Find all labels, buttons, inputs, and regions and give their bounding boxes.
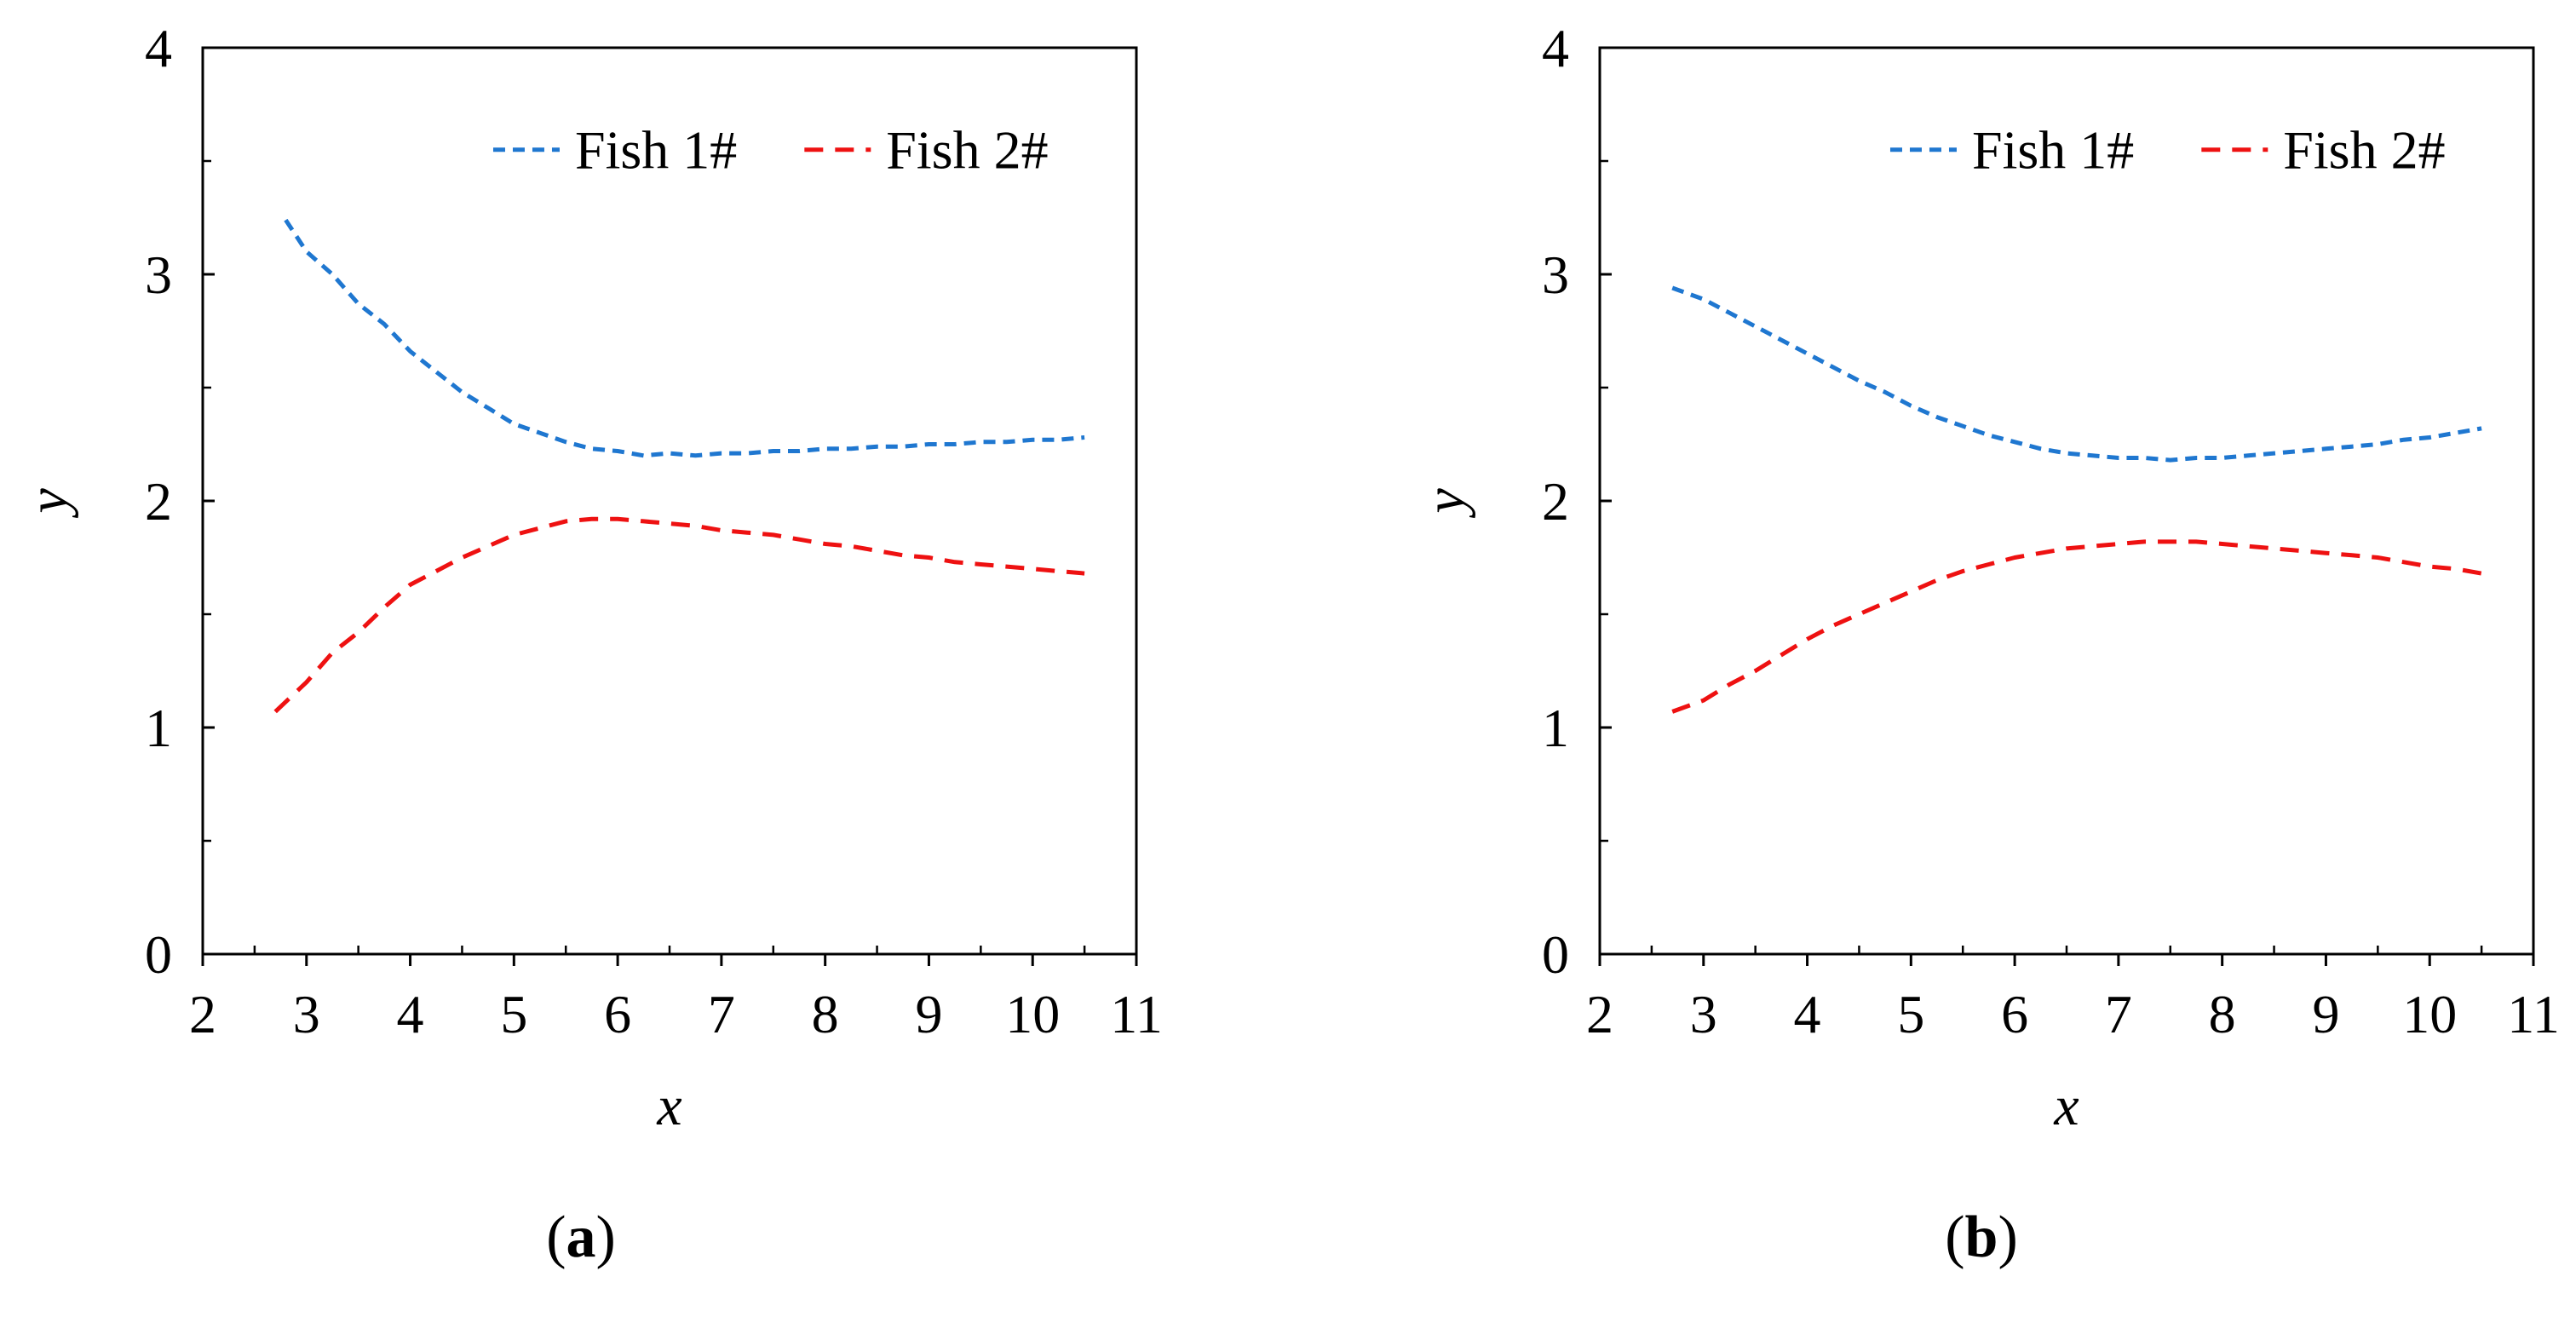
x-tick-label: 10 — [2402, 984, 2457, 1044]
x-tick-label: 5 — [500, 984, 527, 1044]
y-tick-label: 4 — [145, 18, 172, 78]
series-line-2 — [273, 516, 1085, 714]
panel-a: 2 3 4 5 6 7 8 9 10 11 0 1 2 3 4 x y Fish 1# Fish 2# (a) — [17, 18, 1163, 1270]
panel-a-caption: (a) — [546, 1205, 616, 1270]
y-axis-label: y — [1414, 488, 1476, 519]
legend-label-2: Fish 2# — [886, 120, 1048, 181]
x-tick-label: 8 — [2209, 984, 2236, 1044]
y-tick-label: 0 — [1542, 924, 1569, 985]
plot-frame — [1598, 46, 2535, 956]
legend-label-1: Fish 1# — [1972, 120, 2134, 181]
x-tick-label: 6 — [604, 984, 631, 1044]
panel-a-label: a — [566, 1205, 596, 1270]
x-tick-label: 3 — [293, 984, 320, 1044]
x-tick-label: 10 — [1005, 984, 1060, 1044]
x-tick-label: 2 — [189, 984, 216, 1044]
series-line-1 — [1671, 285, 2482, 463]
y-tick-label: 0 — [145, 924, 172, 985]
y-tick-label: 3 — [1542, 244, 1569, 305]
x-tick-label: 7 — [2105, 984, 2132, 1044]
x-tick-label: 6 — [2001, 984, 2028, 1044]
panel-b: 2 3 4 5 6 7 8 9 10 11 0 1 2 3 4 x y Fish 1# Fish 2# (b) — [1288, 0, 2576, 1317]
panel-b-caption: (b) — [1945, 1205, 2018, 1270]
y-tick-label: 3 — [145, 244, 172, 305]
series-line-2 — [1671, 539, 2482, 714]
chart-b-plot: 2 3 4 5 6 7 8 9 10 11 0 1 2 3 4 x y Fish 1# Fish 2# — [1414, 18, 2560, 1137]
x-tick-label: 9 — [2312, 984, 2339, 1044]
legend-label-2: Fish 2# — [2283, 120, 2445, 181]
series-line-1 — [284, 218, 1085, 458]
x-tick-label: 11 — [2507, 984, 2560, 1044]
x-tick-label: 7 — [708, 984, 735, 1044]
panel-b-label: b — [1964, 1205, 1998, 1270]
x-tick-label: 3 — [1690, 984, 1717, 1044]
y-tick-label: 2 — [1542, 471, 1569, 532]
x-axis-label: x — [656, 1075, 681, 1137]
legend-label-1: Fish 1# — [575, 120, 737, 181]
y-axis-label: y — [17, 488, 79, 519]
y-tick-label: 2 — [145, 471, 172, 532]
y-tick-label: 4 — [1542, 18, 1569, 78]
x-tick-label: 4 — [397, 984, 424, 1044]
y-tick-label: 1 — [1542, 698, 1569, 758]
x-tick-label: 4 — [1794, 984, 1821, 1044]
plot-frame — [201, 46, 1138, 956]
x-tick-label: 5 — [1897, 984, 1924, 1044]
x-tick-label: 8 — [812, 984, 839, 1044]
y-tick-label: 1 — [145, 698, 172, 758]
x-axis-label: x — [2053, 1075, 2079, 1137]
x-tick-label: 2 — [1586, 984, 1613, 1044]
x-tick-label: 11 — [1110, 984, 1163, 1044]
chart-a-plot: 2 3 4 5 6 7 8 9 10 11 0 1 2 3 4 x y Fish 1# Fish 2# — [17, 18, 1163, 1137]
x-tick-label: 9 — [915, 984, 942, 1044]
